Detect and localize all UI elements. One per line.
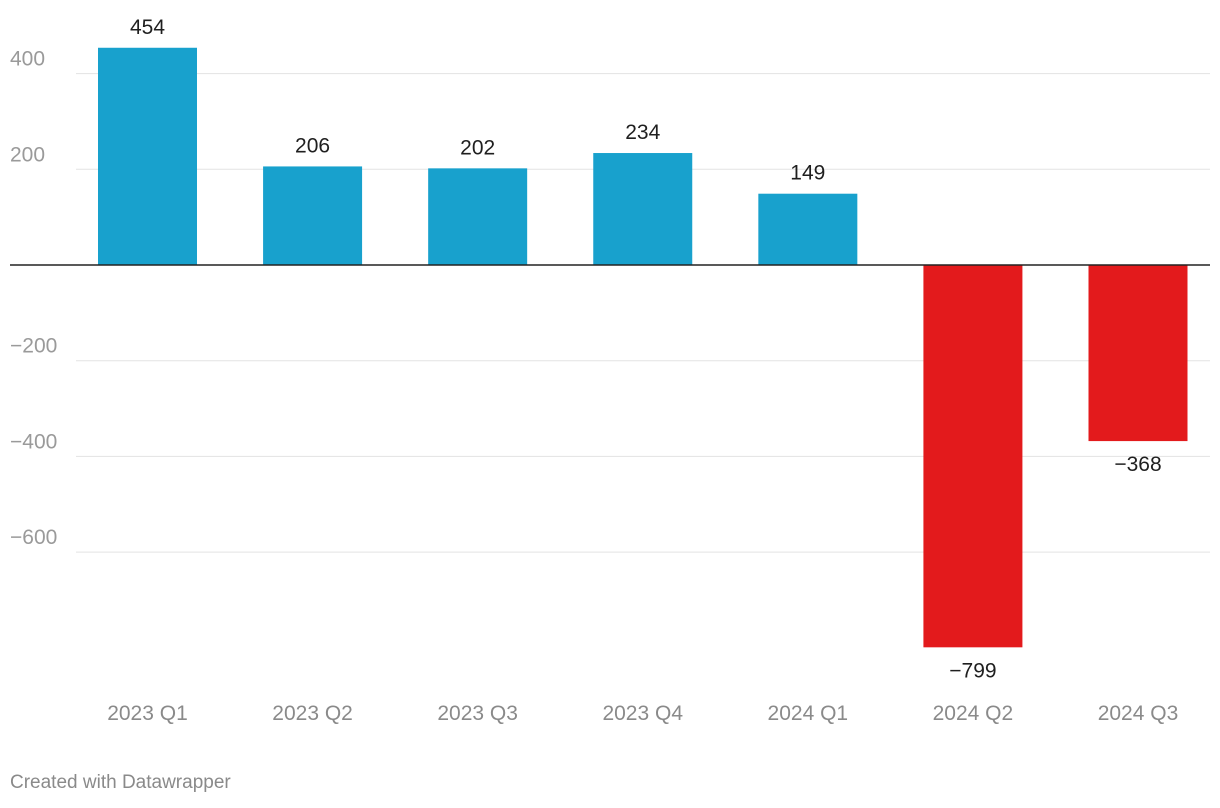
data-label: 202 <box>460 136 495 159</box>
x-tick-label: 2024 Q2 <box>933 702 1014 725</box>
x-tick-label: 2024 Q3 <box>1098 702 1179 725</box>
y-tick-label: −600 <box>10 526 57 549</box>
footer-credit: Created with Datawrapper <box>10 772 231 793</box>
y-tick-label: −200 <box>10 335 57 358</box>
bar-2024-q1 <box>758 193 858 265</box>
data-labels: 454 206 202 234 149 −799 −368 <box>130 16 1162 683</box>
bars <box>98 47 1188 648</box>
y-tick-label: 200 <box>10 143 45 166</box>
data-label: 454 <box>130 16 165 39</box>
y-axis-tick-labels: 400 200 −200 −400 −600 <box>10 48 57 549</box>
data-label: 149 <box>790 162 825 185</box>
x-axis-tick-labels: 2023 Q1 2023 Q2 2023 Q3 2023 Q4 2024 Q1 2024 … <box>107 702 1178 725</box>
bar-2023-q1 <box>98 47 197 265</box>
y-tick-label: 400 <box>10 48 45 71</box>
bar-2023-q3 <box>428 168 528 265</box>
bar-2023-q4 <box>593 153 693 265</box>
grid-lines <box>76 73 1210 553</box>
x-tick-label: 2023 Q1 <box>107 702 188 725</box>
data-label: −368 <box>1114 453 1161 476</box>
x-tick-label: 2023 Q4 <box>602 702 683 725</box>
data-label: −799 <box>949 659 996 682</box>
bar-2024-q3 <box>1088 265 1188 442</box>
x-tick-label: 2023 Q2 <box>272 702 353 725</box>
data-label: 206 <box>295 134 330 157</box>
bar-2024-q2 <box>923 265 1023 648</box>
x-tick-label: 2023 Q3 <box>437 702 518 725</box>
data-label: 234 <box>625 121 660 144</box>
x-tick-label: 2024 Q1 <box>768 702 849 725</box>
bar-2023-q2 <box>263 166 363 265</box>
y-tick-label: −400 <box>10 430 57 453</box>
